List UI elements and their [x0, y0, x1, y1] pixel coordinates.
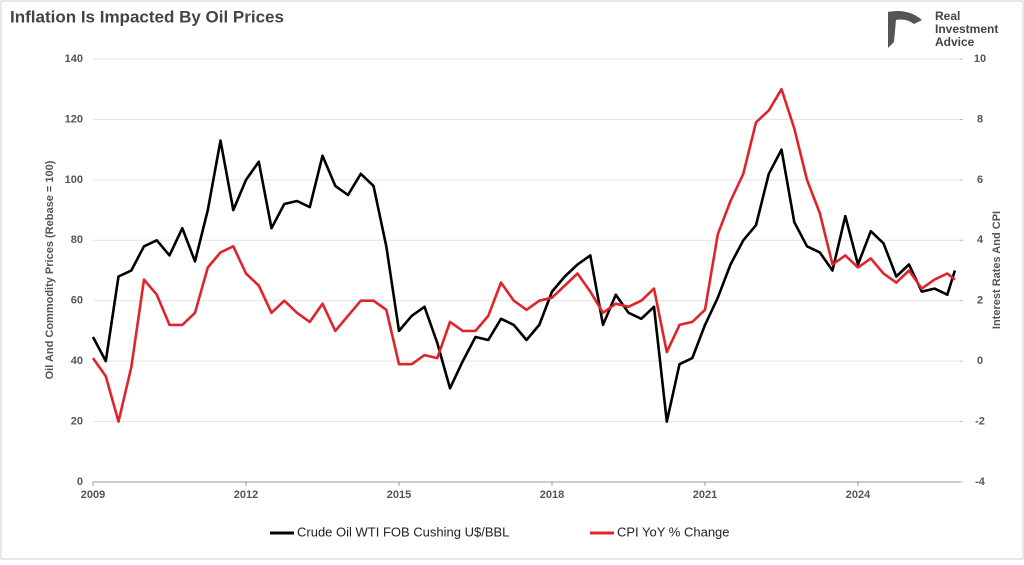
series-line	[91, 139, 957, 423]
logo-text: Advice	[935, 35, 975, 49]
logo-text: Real	[935, 9, 960, 23]
x-tick-label: 2012	[234, 489, 258, 501]
y-tick-label: 0	[77, 476, 83, 488]
y-tick-label: 100	[65, 174, 83, 186]
x-tick-label: 2009	[81, 489, 105, 501]
logo-icon	[888, 11, 922, 48]
y-tick-label: 40	[71, 355, 83, 367]
x-tick-label: 2018	[540, 489, 564, 501]
y2-tick-label: 10	[974, 53, 986, 65]
y2-tick-label: 6	[977, 174, 983, 186]
series-line	[91, 87, 956, 423]
y-tick-label: 80	[71, 234, 83, 246]
y2-tick-label: 0	[977, 355, 983, 367]
x-tick-label: 2024	[846, 489, 871, 501]
chart-title: Inflation Is Impacted By Oil Prices	[10, 7, 284, 26]
logo-text: Investment	[935, 22, 998, 36]
legend-label: Crude Oil WTI FOB Cushing U$/BBL	[297, 524, 509, 539]
y-tick-label: 60	[71, 295, 83, 307]
y2-axis-title: Interest Rates And CPI	[991, 211, 1003, 329]
y2-tick-label: -2	[975, 415, 985, 427]
y2-tick-label: 4	[977, 234, 984, 246]
y2-tick-label: 8	[977, 113, 983, 125]
y2-tick-label: 2	[977, 295, 983, 307]
y-axis-title: Oil And Commodity Prices (Rebase = 100)	[44, 160, 56, 379]
y-tick-label: 20	[71, 415, 83, 427]
y2-tick-label: -4	[975, 476, 986, 488]
x-tick-label: 2015	[387, 489, 411, 501]
legend-label: CPI YoY % Change	[617, 524, 730, 539]
y-tick-label: 120	[65, 113, 83, 125]
y-tick-label: 140	[65, 53, 83, 65]
x-tick-label: 2021	[693, 489, 717, 501]
